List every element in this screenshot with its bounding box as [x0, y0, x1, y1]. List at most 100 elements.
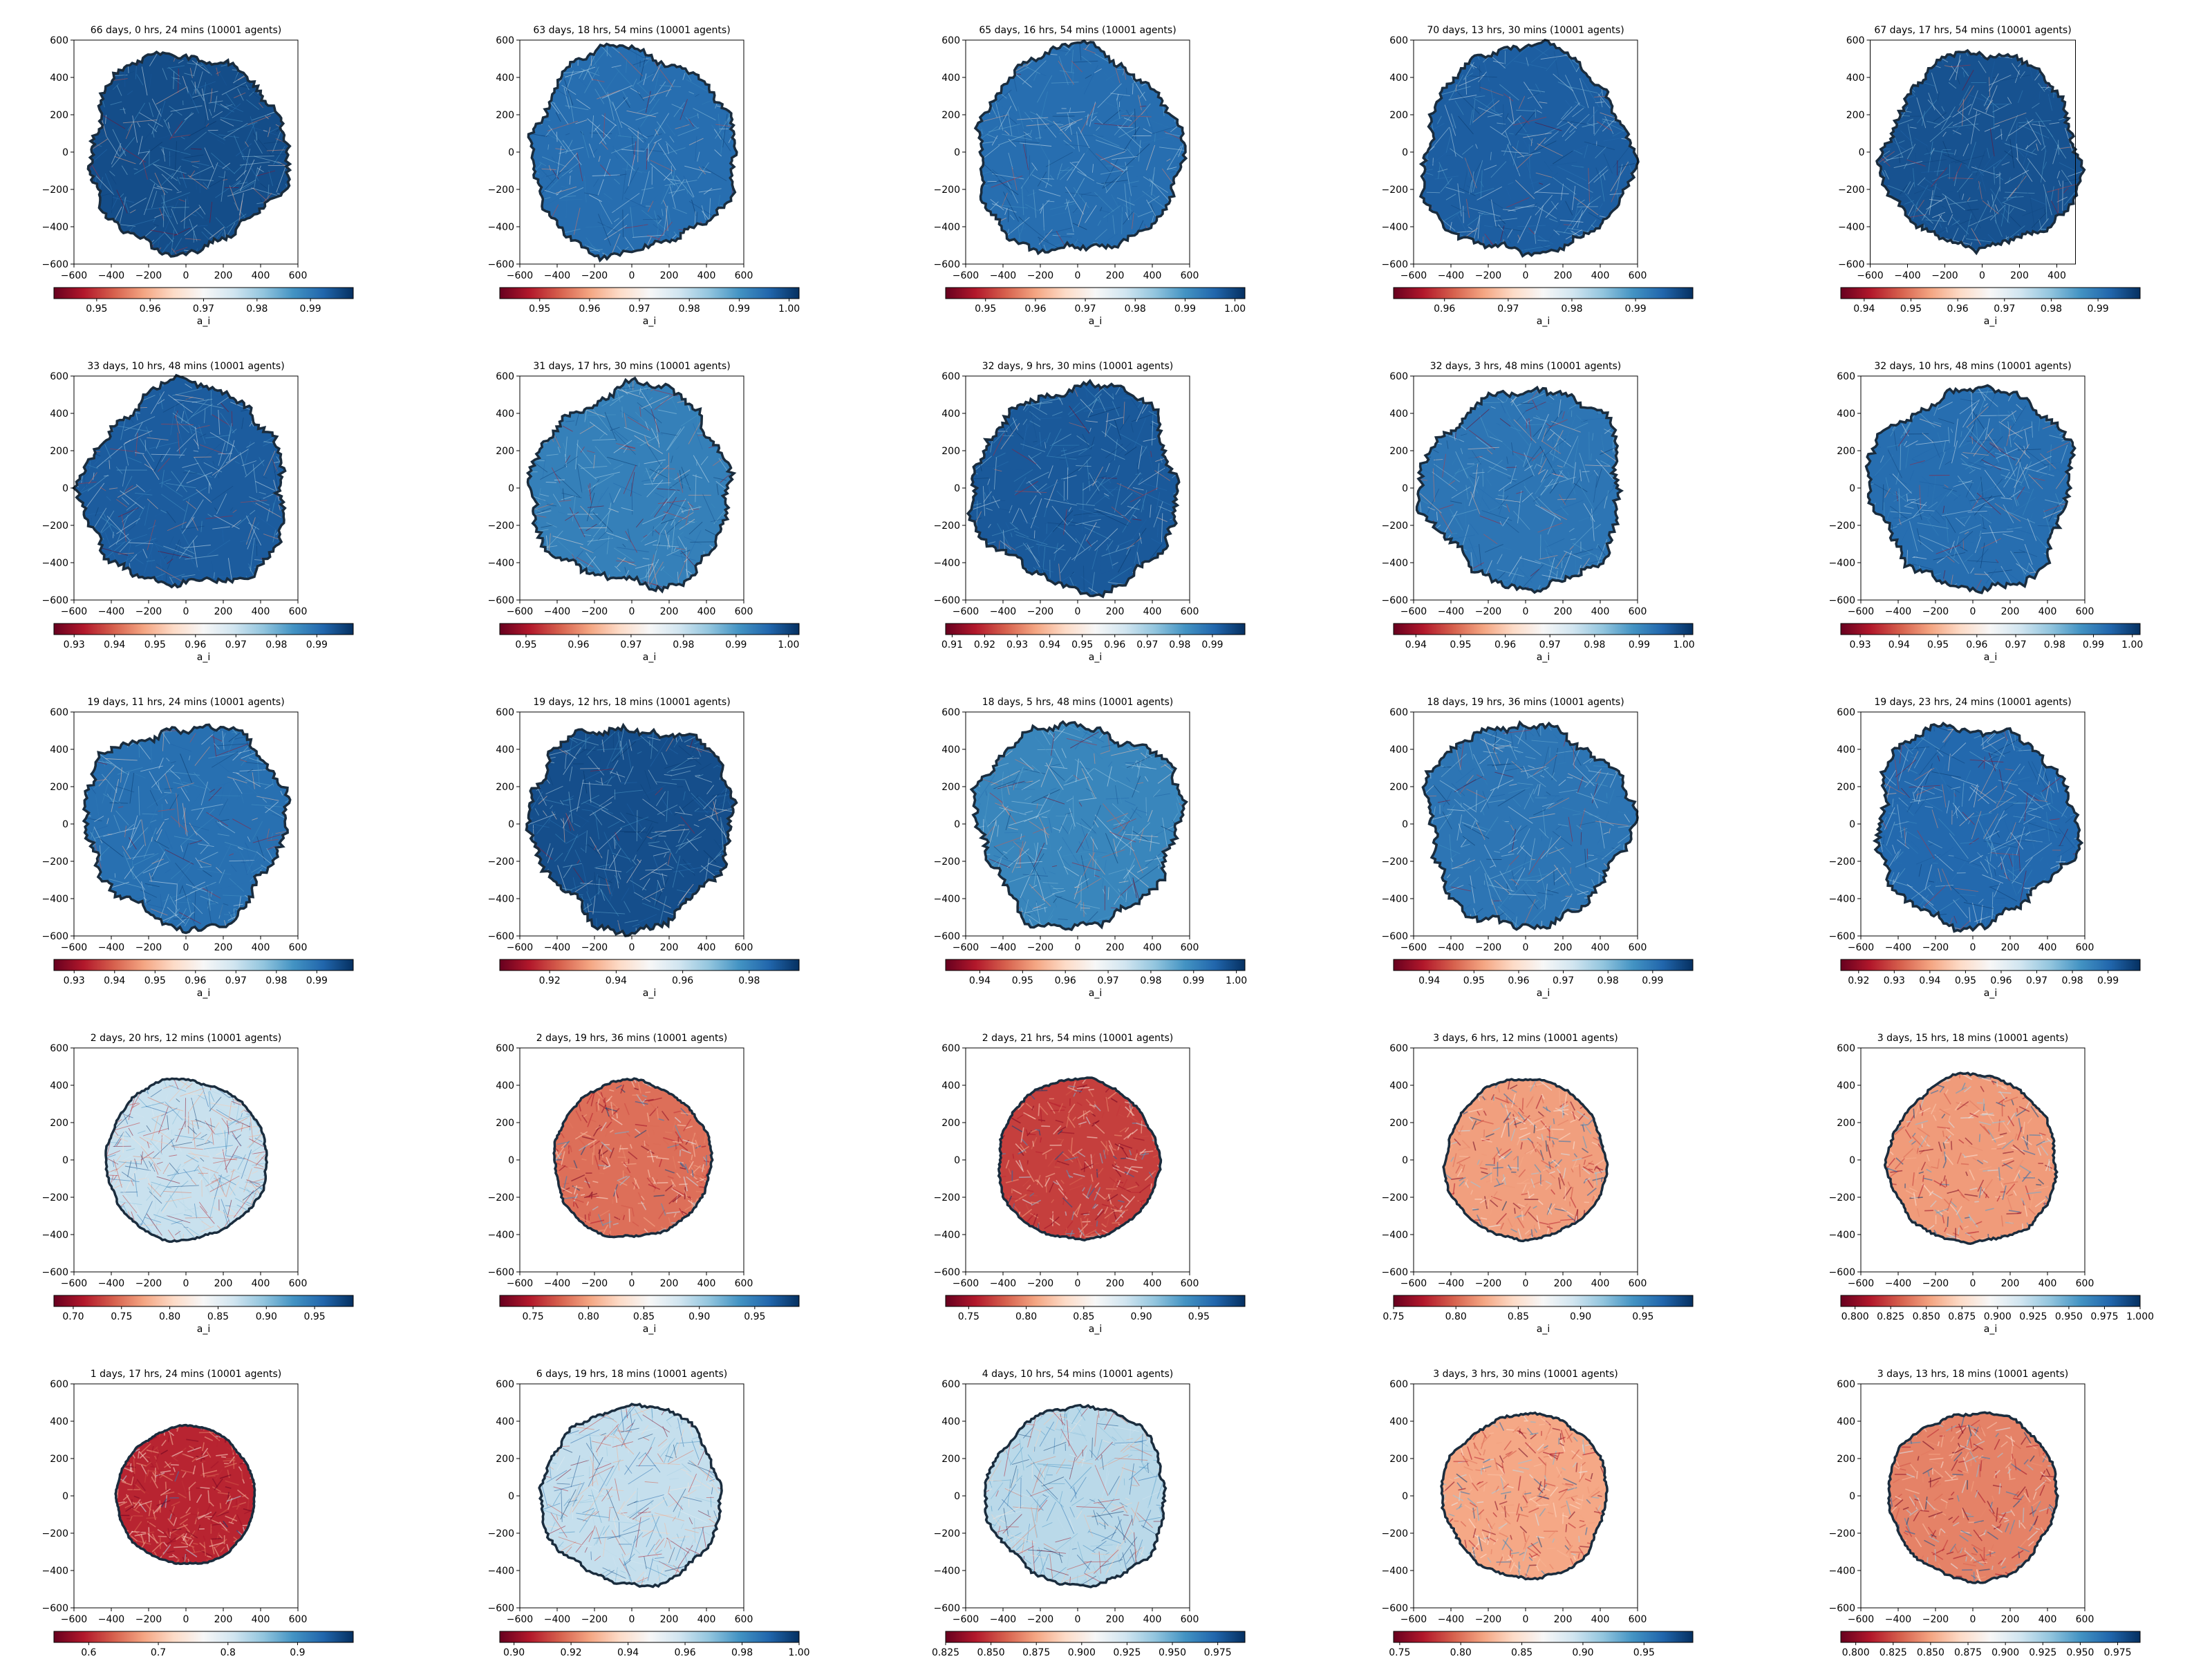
y-tick-label: −600: [934, 1603, 960, 1614]
y-tick-label: −400: [934, 894, 960, 905]
x-tick-label: 200: [214, 1614, 233, 1625]
colorbar-tick-label: 0.850: [1913, 1311, 1940, 1322]
colorbar-tick-label: 0.96: [1494, 639, 1516, 650]
colorbar: [1393, 1295, 1694, 1307]
x-tick-label: 0: [1970, 606, 1976, 617]
colorbar-tick-label: 0.97: [2005, 639, 2026, 650]
x-tick-label: 600: [735, 606, 753, 617]
y-tick-label: −400: [1382, 1230, 1408, 1241]
x-tick-label: 0: [183, 942, 189, 953]
y-tick-label: 400: [50, 744, 68, 756]
colorbar-tick-label: 0.96: [1508, 975, 1529, 986]
x-tick-label: −600: [61, 1278, 87, 1289]
x-tick-label: 0: [629, 270, 635, 281]
colony: [554, 1078, 713, 1237]
colorbar-tick-label: 0.96: [1990, 975, 2012, 986]
x-tick-label: −600: [1848, 606, 1874, 617]
colorbar-tick-label: 0.90: [1572, 1647, 1593, 1658]
y-tick-label: 600: [1389, 1379, 1408, 1390]
x-tick-label: −400: [544, 1278, 570, 1289]
colorbar-tick-label: 0.94: [1418, 975, 1440, 986]
colorbar-tick-label: 0.80: [159, 1311, 180, 1322]
y-tick-label: −200: [42, 1192, 68, 1203]
x-tick-label: 600: [289, 270, 308, 281]
y-tick-label: −600: [1382, 1603, 1408, 1614]
colony-boundary: [1421, 720, 1639, 931]
colorbar-tick-label: 0.96: [579, 303, 600, 315]
colorbar-tick-label: 0.98: [1140, 975, 1161, 986]
colorbar-tick-label: 0.96: [1104, 639, 1125, 650]
y-tick-label: 200: [50, 1118, 68, 1129]
colorbar-tick-label: 0.80: [578, 1311, 599, 1322]
x-tick-label: −600: [61, 942, 87, 953]
colorbar: [1393, 623, 1694, 635]
x-tick-label: −600: [1848, 1614, 1874, 1625]
y-tick-label: 0: [1402, 1491, 1408, 1502]
colorbar-tick-label: 0.99: [2088, 303, 2109, 315]
x-tick-label: −600: [507, 1614, 533, 1625]
panel: 18 days, 5 hrs, 48 mins (10001 agents) −6…: [934, 697, 1248, 999]
colony-boundary: [973, 39, 1188, 256]
y-tick-label: −200: [488, 185, 514, 196]
x-tick-label: −600: [61, 1614, 87, 1625]
colorbar-tick-label: 0.99: [300, 303, 321, 315]
y-tick-label: 400: [496, 1080, 514, 1091]
y-tick-label: 600: [941, 707, 960, 718]
y-tick-label: 400: [941, 73, 960, 84]
y-tick-label: 600: [1389, 35, 1408, 46]
colorbar-tick-label: 0.95: [1927, 639, 1949, 650]
x-tick-label: 600: [2076, 1278, 2094, 1289]
colorbar-tick-label: 0.94: [617, 1647, 639, 1658]
y-tick-label: 600: [941, 371, 960, 382]
x-tick-label: 400: [1591, 1614, 1610, 1625]
y-tick-label: 400: [1389, 409, 1408, 420]
colorbar-tick-label: 0.99: [1174, 303, 1196, 315]
panel: 32 days, 10 hrs, 48 mins (10001 agents) −…: [1829, 361, 2144, 663]
colorbar-tick-label: 0.75: [958, 1311, 980, 1322]
colony: [1875, 723, 2082, 932]
y-tick-label: 0: [508, 1155, 514, 1166]
y-tick-label: 600: [496, 371, 514, 382]
panel-title: 31 days, 17 hrs, 30 mins (10001 agents): [533, 361, 730, 372]
y-tick-label: −200: [488, 1192, 514, 1203]
panel-title: 6 days, 19 hrs, 18 mins (10001 agents): [536, 1369, 727, 1380]
x-tick-label: −200: [581, 942, 608, 953]
colorbar-label: a_i: [197, 316, 210, 327]
colorbar-tick-label: 0.875: [1948, 1311, 1976, 1322]
x-tick-label: −200: [1475, 942, 1501, 953]
colorbar-tick-label: 0.98: [679, 303, 700, 315]
y-tick-label: 400: [941, 744, 960, 756]
colorbar-tick-label: 0.98: [731, 1647, 753, 1658]
panel: 33 days, 10 hrs, 48 mins (10001 agents) −…: [42, 361, 354, 663]
y-tick-label: −200: [488, 856, 514, 868]
colorbar: [53, 1295, 354, 1307]
y-tick-label: 600: [496, 35, 514, 46]
colorbar-tick-label: 0.95: [1071, 639, 1093, 650]
x-tick-label: 400: [1143, 1614, 1162, 1625]
x-tick-label: 600: [1629, 270, 1647, 281]
x-tick-label: 600: [2076, 1614, 2094, 1625]
y-tick-label: 0: [508, 1491, 514, 1502]
colorbar-label: a_i: [1537, 988, 1550, 999]
y-tick-label: −600: [1829, 931, 1855, 942]
colorbar-tick-label: 0.95: [86, 303, 107, 315]
y-tick-label: −400: [42, 222, 68, 233]
x-tick-label: 0: [183, 1278, 189, 1289]
x-tick-label: −600: [953, 1614, 979, 1625]
colorbar-tick-label: 0.93: [64, 975, 85, 986]
colorbar-tick-label: 0.95: [1450, 639, 1471, 650]
colorbar-tick-label: 0.97: [628, 303, 650, 315]
colorbar-tick-label: 0.975: [1204, 1647, 1232, 1658]
x-tick-label: 600: [1181, 1278, 1199, 1289]
y-tick-label: 200: [1837, 782, 1855, 793]
y-tick-label: 600: [50, 1043, 68, 1054]
colorbar-tick-label: 0.98: [2044, 639, 2065, 650]
x-tick-label: −200: [1475, 270, 1501, 281]
colorbar: [499, 287, 800, 299]
colorbar-tick-label: 0.875: [1022, 1647, 1050, 1658]
colony-boundary: [538, 1403, 723, 1588]
x-tick-label: 400: [1591, 942, 1610, 953]
colorbar-label: a_i: [197, 988, 210, 999]
colorbar-tick-label: 0.97: [193, 303, 214, 315]
y-tick-label: 0: [508, 819, 514, 830]
